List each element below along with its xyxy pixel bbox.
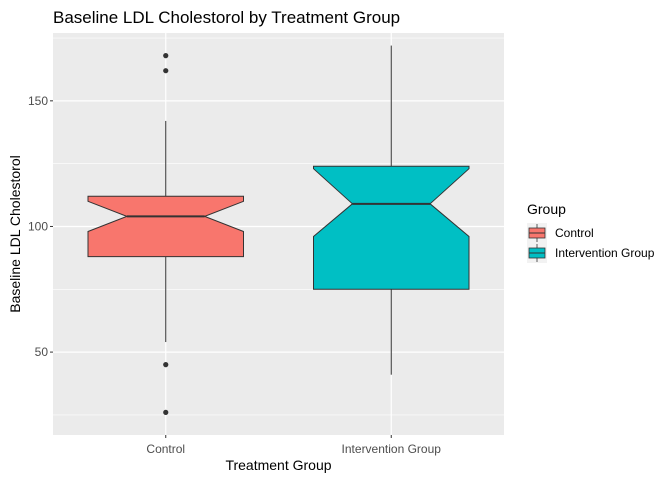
legend-label: Control [555, 226, 594, 240]
x-tick-label: Intervention Group [342, 442, 442, 456]
boxes [87, 45, 470, 415]
legend-key: Intervention Group [527, 243, 655, 263]
box-intervention [313, 45, 470, 375]
x-axis: Control Intervention Group [146, 435, 441, 456]
y-tick-label: 150 [28, 94, 48, 108]
chart-title: Baseline LDL Cholestorol by Treatment Gr… [53, 8, 400, 27]
x-tick-label: Control [146, 442, 185, 456]
outlier-point [163, 409, 169, 415]
x-axis-title: Treatment Group [225, 457, 331, 473]
legend-key: Control [527, 223, 594, 243]
legend: Group Control Intervention Group [527, 201, 655, 263]
legend-title: Group [527, 201, 566, 217]
box-body [313, 165, 470, 290]
y-axis-title: Baseline LDL Cholestorol [7, 155, 23, 312]
y-axis: 50 100 150 [28, 94, 53, 359]
box-control [87, 53, 244, 415]
y-tick-label: 50 [35, 345, 49, 359]
outlier-point [163, 362, 169, 368]
legend-label: Intervention Group [555, 246, 655, 260]
y-tick-label: 100 [28, 219, 48, 233]
outlier-point [163, 53, 169, 59]
outlier-point [163, 68, 169, 74]
box-body [87, 195, 244, 258]
